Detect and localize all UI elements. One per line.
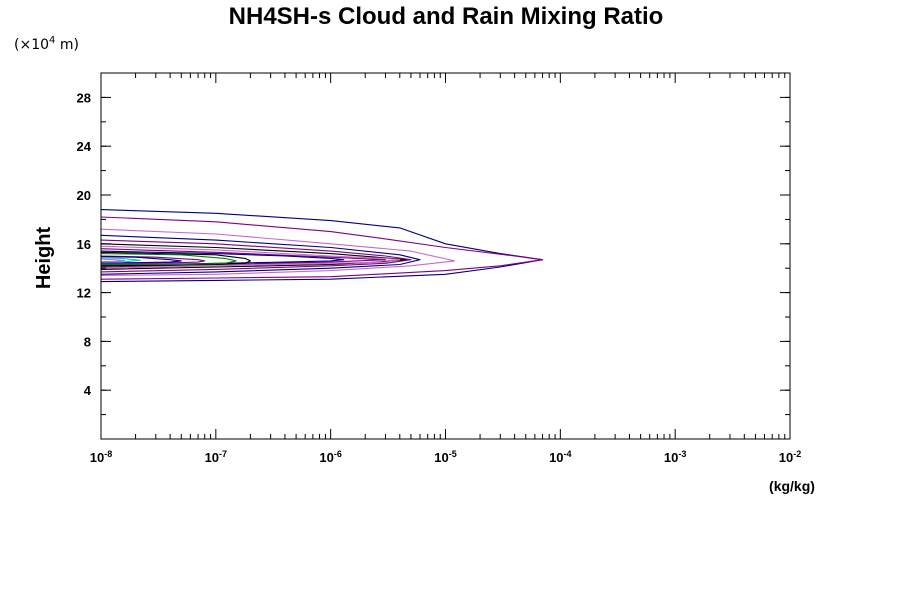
x-axis-unit: (kg/kg) <box>769 478 815 494</box>
chart-title: NH4SH-s Cloud and Rain Mixing Ratio <box>229 3 664 30</box>
series-line <box>100 216 544 280</box>
x-tick-label-base: 10 <box>319 450 333 465</box>
x-tick-label-exponent: -6 <box>334 449 342 459</box>
y-tick-label: 20 <box>77 188 91 203</box>
x-tick-label: 10-7 <box>205 449 227 465</box>
y-tick-label: 28 <box>77 90 91 105</box>
series-line <box>100 253 237 266</box>
y-axis-unit-exponent: 4 <box>49 35 55 46</box>
series-line <box>100 245 401 269</box>
y-axis-unit: (×104 m) <box>14 35 79 53</box>
series-line <box>100 243 407 270</box>
series-line <box>100 239 412 273</box>
y-axis-unit-tail: m) <box>55 37 79 53</box>
x-tick-label-base: 10 <box>664 450 678 465</box>
x-tick-label-exponent: -4 <box>564 449 572 459</box>
y-tick-label: 12 <box>77 286 91 301</box>
plot-frame <box>100 72 791 440</box>
series-line <box>100 256 182 264</box>
x-tick-label-exponent: -2 <box>793 449 801 459</box>
x-tick-label-exponent: -5 <box>449 449 457 459</box>
x-tick-label: 10-8 <box>90 449 112 465</box>
y-tick-label: 16 <box>77 237 91 252</box>
series-line <box>100 258 125 263</box>
y-tick-label: 4 <box>84 383 92 398</box>
x-tick-label-exponent: -3 <box>678 449 686 459</box>
series-layer <box>100 209 544 283</box>
y-axis-unit-base: (×10 <box>14 37 49 53</box>
y-tick-label: 8 <box>84 334 91 349</box>
x-tick-label-exponent: -7 <box>219 449 227 459</box>
x-tick-label: 10-2 <box>779 449 801 465</box>
series-line <box>100 257 141 263</box>
x-tick-label-base: 10 <box>434 450 448 465</box>
series-line <box>100 228 456 277</box>
x-tick-label-base: 10 <box>90 450 104 465</box>
series-line <box>100 250 345 267</box>
x-tick-label: 10-4 <box>549 449 571 465</box>
series-line <box>100 251 251 267</box>
x-tick-label-exponent: -8 <box>104 449 112 459</box>
x-tick-label-base: 10 <box>205 450 219 465</box>
series-line <box>100 255 206 264</box>
x-tick-label: 10-3 <box>664 449 686 465</box>
x-tick-label-base: 10 <box>779 450 793 465</box>
y-tick-label: 24 <box>77 139 92 154</box>
y-axis-label: Height <box>33 227 55 290</box>
series-line <box>100 234 421 275</box>
x-tick-label: 10-6 <box>319 449 341 465</box>
x-tick-label-base: 10 <box>549 450 563 465</box>
x-tick-label: 10-5 <box>434 449 456 465</box>
